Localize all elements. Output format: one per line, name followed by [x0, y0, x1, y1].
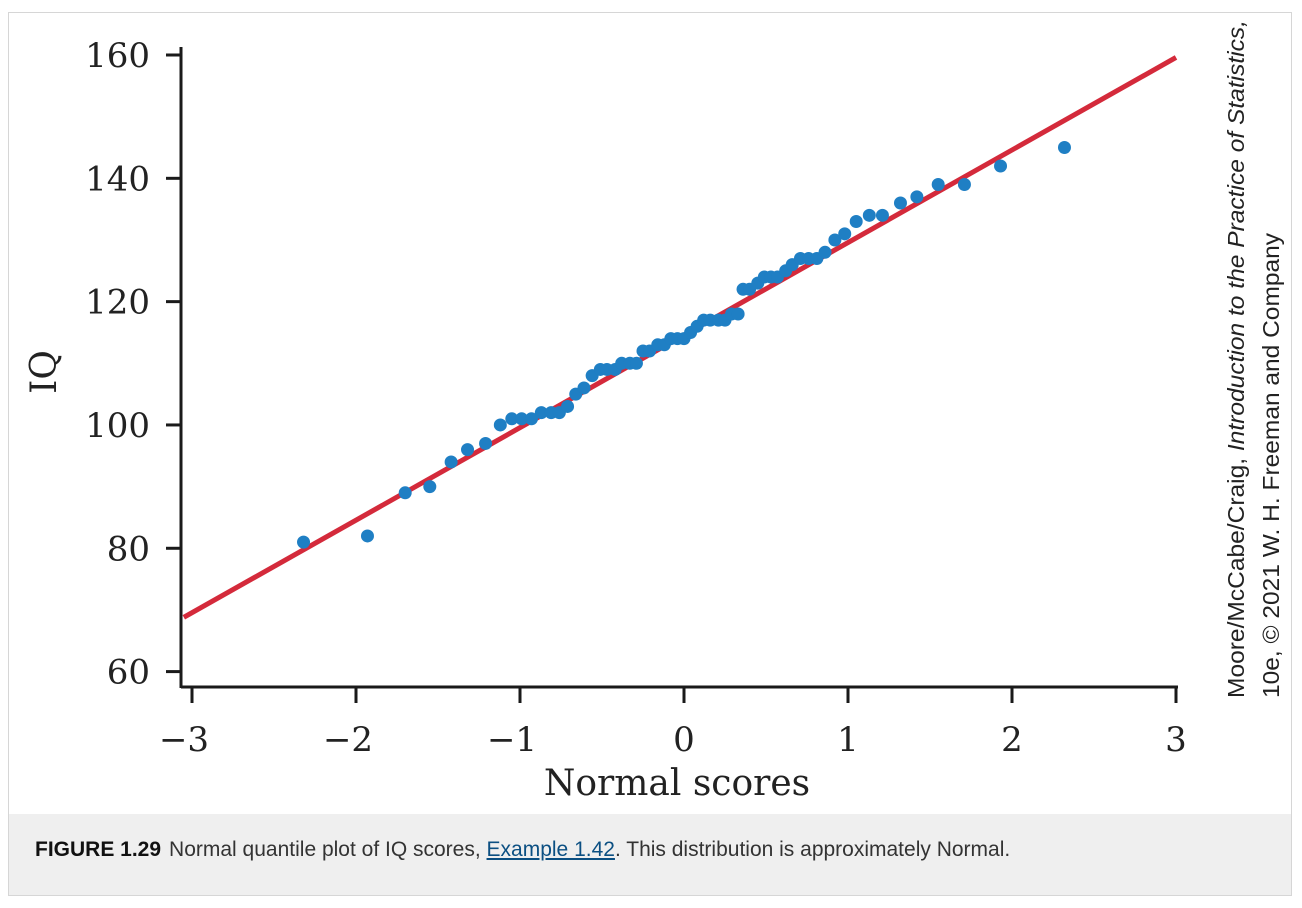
- data-point: [444, 455, 458, 469]
- credit-book-title: Introduction to the Practice of Statisti…: [1223, 20, 1249, 451]
- x-tick-label: −1: [487, 720, 537, 760]
- data-point: [838, 227, 852, 241]
- y-tick-label: 160: [85, 36, 150, 76]
- y-tick-label: 60: [107, 653, 150, 693]
- data-point: [461, 443, 475, 457]
- data-point: [423, 480, 437, 494]
- data-point: [957, 177, 971, 191]
- y-ticks: 60 80 100 120 140 160: [85, 36, 181, 693]
- data-point: [731, 307, 745, 321]
- y-tick-label: 140: [85, 159, 150, 199]
- y-axis-title: IQ: [24, 350, 65, 394]
- data-point: [505, 412, 519, 426]
- qq-plot: 60 80 100 120 140 160 −3 −2 −1 0 1 2 3 Normal score…: [24, 20, 1284, 804]
- example-link[interactable]: Example 1.42: [486, 838, 615, 861]
- data-point: [493, 418, 507, 432]
- data-point: [360, 529, 374, 543]
- x-axis-title: Normal scores: [544, 763, 810, 804]
- data-point: [893, 196, 907, 210]
- data-point: [910, 190, 924, 204]
- x-ticks: −3 −2 −1 0 1 2 3: [159, 687, 1187, 760]
- data-point: [818, 245, 832, 259]
- data-points: [297, 140, 1071, 549]
- data-point: [515, 412, 529, 426]
- data-point: [524, 412, 538, 426]
- x-tick-label: −3: [159, 720, 209, 760]
- x-tick-label: −2: [323, 720, 373, 760]
- data-point: [297, 535, 311, 549]
- caption-text-after: . This distribution is approximately Nor…: [614, 838, 1011, 861]
- caption-label: FIGURE 1.29: [35, 838, 162, 861]
- figure-caption: FIGURE 1.29 Normal quantile plot of IQ sc…: [9, 814, 1291, 895]
- caption-text-before: Normal quantile plot of IQ scores,: [169, 838, 487, 861]
- credit-authors: Moore/McCabe/Craig,: [1223, 451, 1249, 698]
- x-tick-label: 2: [1001, 720, 1023, 760]
- data-point: [994, 159, 1008, 173]
- figure-container: [8, 12, 1292, 896]
- data-point: [479, 436, 493, 450]
- data-point: [862, 208, 876, 222]
- data-point: [1057, 140, 1071, 154]
- data-point: [629, 356, 643, 370]
- source-credit-line1: Moore/McCabe/Craig, Introduction to the …: [1223, 20, 1249, 698]
- data-point: [875, 208, 889, 222]
- y-tick-label: 100: [85, 406, 150, 446]
- y-tick-label: 120: [85, 283, 150, 323]
- source-credit-line2: 10e, © 2021 W. H. Freeman and Company: [1258, 232, 1284, 698]
- data-point: [398, 486, 412, 500]
- x-tick-label: 3: [1165, 720, 1187, 760]
- data-point: [561, 399, 575, 413]
- data-point: [849, 214, 863, 228]
- data-point: [931, 177, 945, 191]
- x-tick-label: 0: [673, 720, 695, 760]
- data-point: [577, 381, 591, 395]
- data-point: [828, 233, 842, 247]
- y-tick-label: 80: [107, 529, 150, 569]
- data-point: [534, 406, 548, 420]
- x-tick-label: 1: [837, 720, 859, 760]
